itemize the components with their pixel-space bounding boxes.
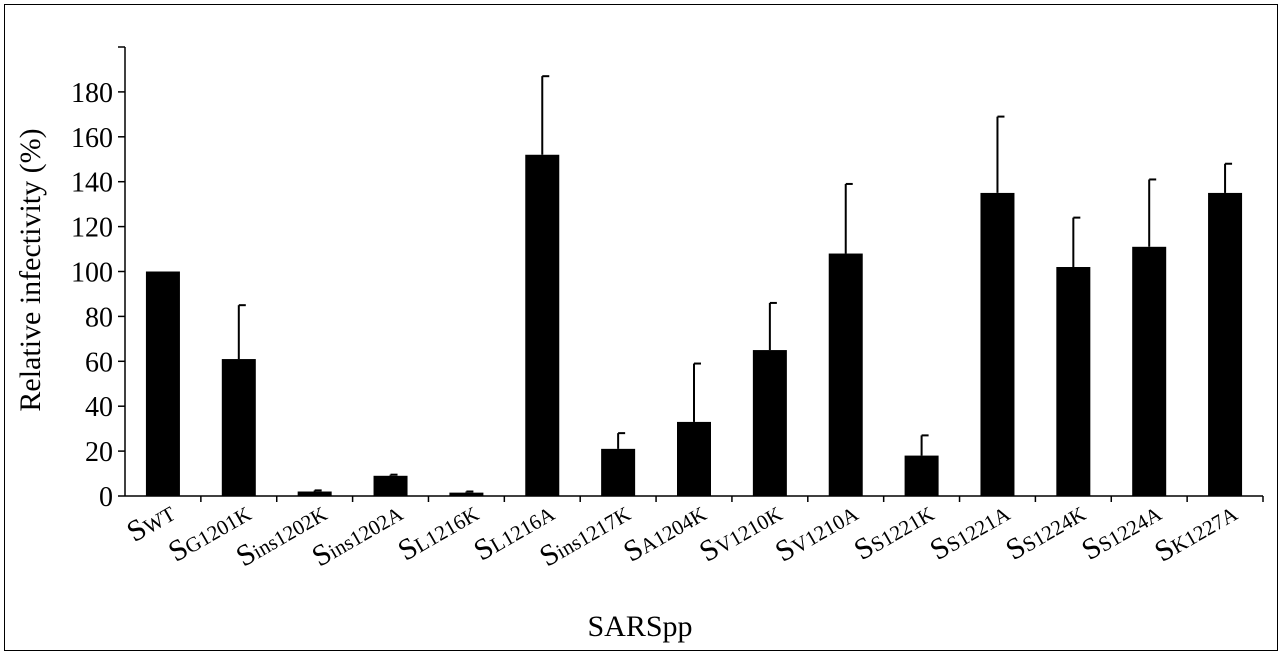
x-tick-label: SV1210A	[770, 495, 864, 569]
x-tick-label: SS1224K	[1000, 495, 1091, 566]
y-tick-label: 0	[99, 482, 113, 513]
bar	[297, 491, 332, 496]
y-axis-ticks: 0 20 40 60 80 100 120 140 160 180	[71, 46, 125, 513]
x-tick-label: SS1221A	[924, 495, 1015, 567]
bar	[145, 271, 180, 496]
y-axis-label: Relative infectivity (%)	[14, 128, 47, 411]
bar	[904, 455, 939, 496]
x-axis-label: SARSpp	[587, 610, 692, 643]
x-axis-tick-labels: SWTSG1201KSins1202KSins1202ASL1216KSL121…	[121, 495, 1264, 573]
x-tick-label: SA1204K	[618, 495, 712, 568]
y-tick-label: 120	[71, 213, 113, 244]
bars	[145, 154, 1243, 497]
figure-frame	[4, 4, 1278, 651]
y-tick-label: 140	[71, 168, 113, 199]
y-tick-label: 60	[85, 347, 113, 378]
x-tick-label: SV1210K	[694, 495, 788, 568]
bar	[373, 475, 408, 496]
bar	[449, 492, 484, 496]
bar	[677, 421, 711, 496]
bar	[601, 448, 636, 496]
y-tick-label: 160	[71, 123, 113, 154]
y-tick-label: 80	[85, 302, 113, 333]
bar	[1208, 192, 1243, 497]
bar	[221, 359, 256, 496]
error-bars	[237, 75, 1233, 493]
x-tick-label: SS1221K	[849, 495, 940, 566]
bar	[1132, 246, 1167, 496]
y-tick-label: 20	[85, 437, 113, 468]
bar	[980, 192, 1015, 497]
x-tick-label: SS1224A	[1076, 495, 1167, 567]
x-tick-label: SK1227A	[1149, 495, 1243, 569]
y-tick-label: 40	[85, 392, 113, 423]
y-tick-label: 180	[71, 78, 113, 109]
bar	[525, 154, 560, 496]
x-tick-label: SL1216K	[392, 495, 484, 567]
bar	[1056, 267, 1091, 496]
bar	[828, 253, 863, 496]
y-tick-label: 100	[71, 258, 113, 289]
bar	[752, 350, 787, 496]
